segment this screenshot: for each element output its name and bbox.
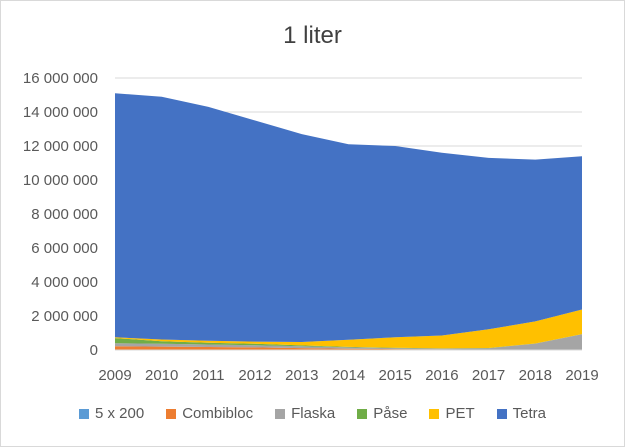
x-tick-label: 2016	[425, 367, 458, 384]
legend-swatch	[166, 408, 177, 419]
x-tick-label: 2011	[192, 367, 224, 384]
legend-item: Påse	[357, 405, 407, 422]
x-tick-label: 2019	[565, 367, 598, 384]
legend-item: Combibloc	[166, 405, 253, 422]
legend-swatch	[496, 408, 507, 419]
y-tick-label: 12 000 000	[23, 138, 98, 155]
legend-label: Combibloc	[182, 405, 254, 422]
legend-label: PET	[445, 405, 475, 422]
legend-swatch	[275, 408, 286, 419]
y-tick-label: 14 000 000	[23, 104, 98, 121]
area-tetra	[115, 93, 582, 342]
x-tick-label: 2013	[285, 367, 318, 384]
y-tick-label: 16 000 000	[23, 70, 98, 87]
area-pet	[115, 309, 582, 349]
legend-swatch	[357, 408, 368, 419]
x-tick-label: 2015	[379, 367, 412, 384]
y-tick-label: 4 000 000	[31, 274, 98, 291]
legend-label: Flaska	[291, 405, 336, 422]
y-tick-label: 10 000 000	[23, 172, 98, 189]
legend-item: Tetra	[496, 405, 547, 422]
legend-item: 5 x 200	[78, 405, 145, 422]
legend-label: Tetra	[512, 405, 547, 422]
area-combibloc	[115, 346, 582, 350]
chart-title: 1 liter	[283, 22, 342, 49]
x-tick-label: 2010	[145, 367, 178, 384]
x-tick-label: 2012	[238, 367, 271, 384]
legend-label: 5 x 200	[94, 405, 145, 422]
x-tick-label: 2018	[519, 367, 552, 384]
x-tick-label: 2017	[472, 367, 505, 384]
legend: 5 x 200 Combibloc Flaska Påse PET Tetra	[0, 405, 625, 422]
x-tick-label: 2009	[98, 367, 131, 384]
legend-item: Flaska	[275, 405, 335, 422]
y-tick-label: 8 000 000	[31, 206, 98, 223]
y-tick-label: 2 000 000	[31, 308, 98, 325]
area-flaska	[115, 334, 582, 350]
legend-label: Påse	[373, 405, 408, 422]
legend-swatch	[78, 408, 89, 419]
y-tick-label: 6 000 000	[31, 240, 98, 257]
x-tick-label: 2014	[332, 367, 365, 384]
legend-item: PET	[429, 405, 475, 422]
legend-swatch	[429, 408, 440, 419]
y-tick-label: 0	[90, 342, 98, 359]
